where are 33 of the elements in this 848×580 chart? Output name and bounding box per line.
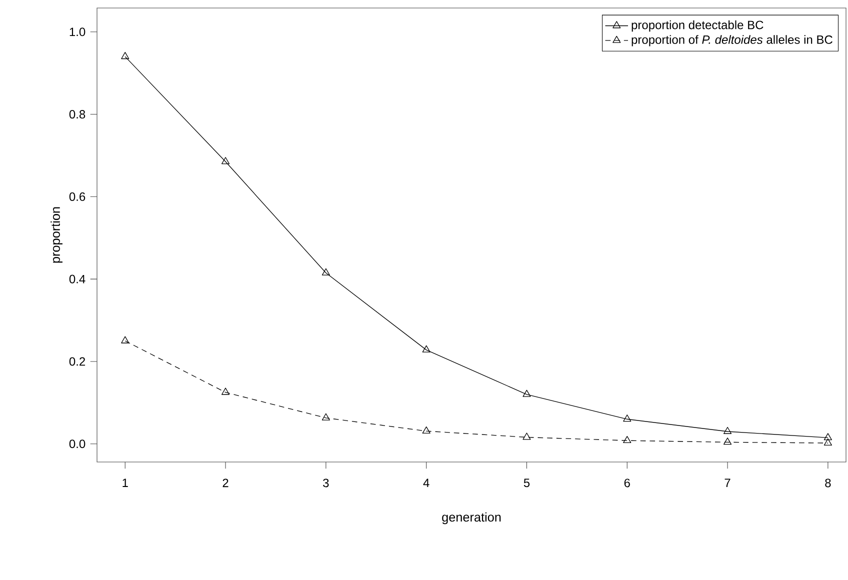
point (724, 426, 732, 434)
y-tick-label: 1.0 (70, 28, 86, 36)
y-axis-title: proportion (50, 207, 62, 263)
point (422, 426, 430, 434)
point (322, 413, 330, 420)
point (623, 414, 632, 422)
x-tick-label: 1 (122, 478, 128, 487)
point (121, 336, 130, 344)
x-tick-label: 8 (825, 478, 831, 488)
x-tick-label: 5 (524, 478, 530, 488)
x-tick-label: 3 (323, 478, 329, 488)
x-tick-label: 4 (423, 478, 430, 487)
point (221, 388, 230, 395)
point (522, 390, 531, 397)
point (824, 433, 832, 440)
point (623, 436, 632, 444)
x-tick-label: 7 (724, 478, 730, 487)
point (322, 268, 330, 276)
point (522, 432, 531, 440)
y-tick-label: 0.8 (69, 110, 86, 119)
point (724, 438, 732, 445)
legend-label: proportion detectable BC (632, 20, 764, 32)
y-tick-label: 0.4 (69, 274, 86, 284)
y-tick-label: 0.0 (69, 440, 86, 448)
point (422, 345, 430, 352)
point (221, 157, 230, 164)
point (121, 52, 130, 60)
x-tick-label: 6 (624, 478, 630, 488)
legend-label: proportion of P. deltoides alleles in BC (632, 35, 832, 46)
y-tick-label: 0.2 (69, 357, 86, 366)
x-axis-title: generation (442, 512, 501, 524)
x-tick-label: 2 (222, 478, 228, 488)
y-tick-label: 0.6 (69, 192, 86, 201)
